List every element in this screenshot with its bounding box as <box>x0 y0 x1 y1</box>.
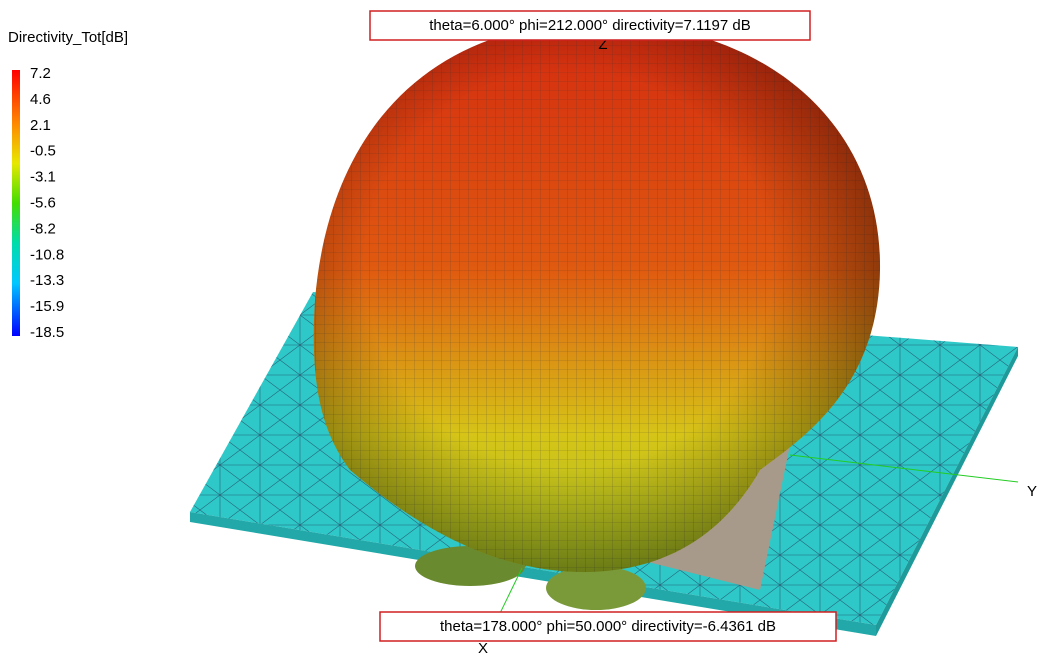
color-scale <box>12 70 20 336</box>
legend-label: -0.5 <box>30 143 56 160</box>
legend-label: -15.9 <box>30 298 64 315</box>
legend-label: -18.5 <box>30 324 64 341</box>
legend-label: -3.1 <box>30 169 56 186</box>
viewport: Z Y X Directivity_Tot[dB] theta=6.000° p… <box>0 0 1040 657</box>
back-lobe <box>546 566 646 610</box>
legend-label: 2.1 <box>30 117 51 134</box>
legend-label: -13.3 <box>30 272 64 289</box>
axis-label-y: Y <box>1027 483 1037 500</box>
marker-annotation: theta=178.000° phi=50.000° directivity=-… <box>440 618 776 635</box>
legend-label: -5.6 <box>30 194 56 211</box>
legend-label: 4.6 <box>30 91 51 108</box>
axis-label-x: X <box>478 640 488 657</box>
legend-label: -10.8 <box>30 246 64 263</box>
legend-title: Directivity_Tot[dB] <box>8 29 128 46</box>
marker-annotation: theta=6.000° phi=212.000° directivity=7.… <box>429 17 751 34</box>
legend-label: -8.2 <box>30 220 56 237</box>
legend-label: 7.2 <box>30 65 51 82</box>
